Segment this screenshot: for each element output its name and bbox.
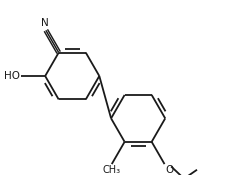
Text: CH₃: CH₃ <box>102 165 120 175</box>
Text: O: O <box>164 165 173 175</box>
Text: HO: HO <box>4 71 20 81</box>
Text: N: N <box>41 18 48 28</box>
